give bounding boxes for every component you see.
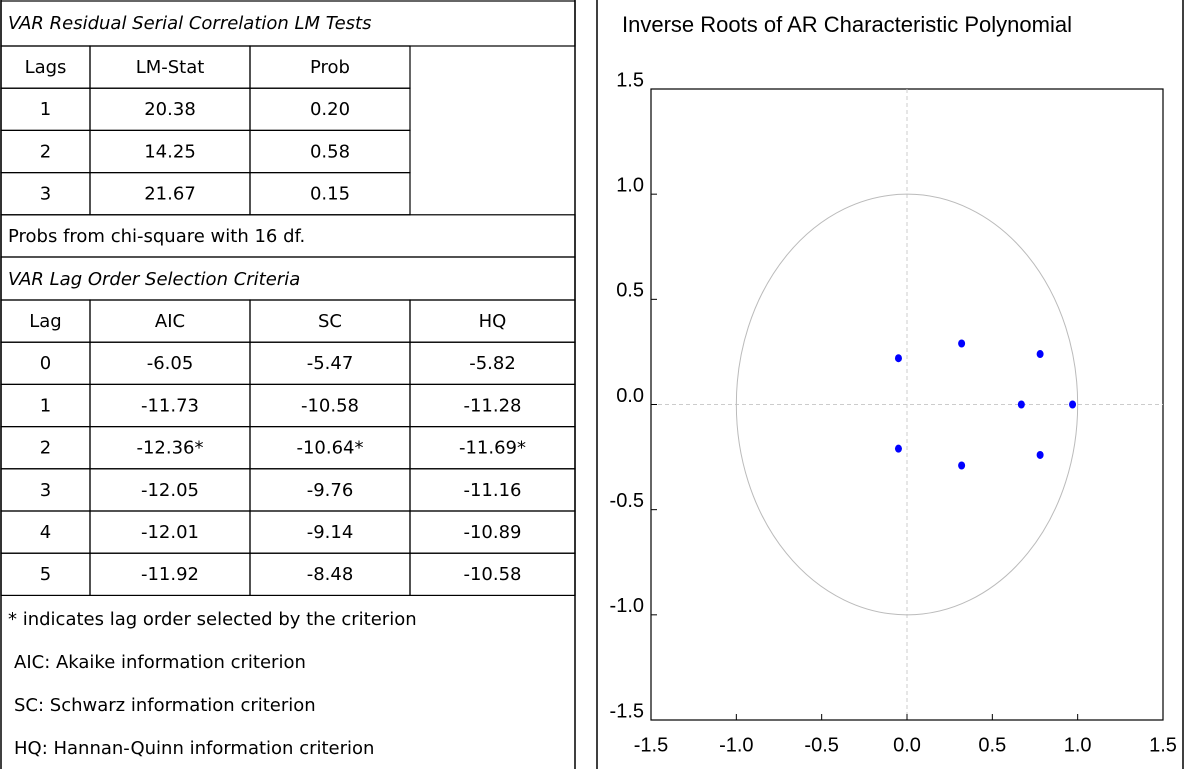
table-cell-text: -12.36* [136, 438, 203, 459]
y-tick-label: 1.5 [616, 69, 644, 91]
table-cell-text: -11.69* [459, 438, 526, 459]
table-cell-text: -9.14 [307, 522, 354, 543]
table-cell-text: 4 [40, 522, 51, 543]
table-note: SC: Schwarz information criterion [14, 695, 316, 716]
column-header: Prob [310, 57, 350, 78]
y-tick-label: 0.5 [616, 280, 644, 302]
column-header: HQ [479, 311, 507, 332]
table-note: Probs from chi-square with 16 df. [8, 226, 305, 247]
table-cell-text: -10.89 [463, 522, 521, 543]
root-point [1036, 350, 1044, 359]
table-cell-text: -6.05 [147, 353, 194, 374]
table-cell-text: 5 [40, 564, 51, 585]
x-tick-label: 1.0 [1064, 734, 1092, 756]
table-cell-text: 1 [40, 395, 51, 416]
table-note: * indicates lag order selected by the cr… [8, 609, 417, 630]
table-title: VAR Residual Serial Correlation LM Tests [8, 13, 371, 34]
table-title: VAR Lag Order Selection Criteria [8, 269, 300, 290]
table-cell [409, 552, 576, 597]
table-cell-text: -5.82 [469, 353, 516, 374]
y-tick-label: -0.5 [610, 490, 644, 512]
root-point [894, 444, 902, 453]
x-tick-label: -1.5 [634, 734, 668, 756]
y-tick-label: -1.5 [610, 700, 644, 722]
root-point [1017, 400, 1025, 409]
root-point [1069, 400, 1077, 409]
root-point [1036, 450, 1044, 459]
table-cell-text: -9.76 [307, 480, 354, 501]
y-tick-label: 1.0 [616, 174, 644, 196]
column-header: LM-Stat [136, 57, 205, 78]
table-cell-text: 3 [40, 480, 51, 501]
x-tick-label: -0.5 [804, 734, 838, 756]
x-tick-label: -1.0 [719, 734, 753, 756]
root-point [894, 354, 902, 363]
table-cell-text: -5.47 [307, 353, 354, 374]
table-cell-text: 0.58 [310, 141, 350, 162]
table-cell-text: 1 [40, 99, 51, 120]
table-cell-text: -11.28 [463, 395, 521, 416]
table-cell-text: -12.01 [141, 522, 199, 543]
table-cell-text: 2 [40, 438, 51, 459]
table-note: AIC: Akaike information criterion [14, 652, 306, 673]
table-cell-text: 0.15 [310, 184, 350, 205]
table-cell-text: 20.38 [144, 99, 196, 120]
table-cell-text: -8.48 [307, 564, 354, 585]
table-cell-text: -11.92 [141, 564, 199, 585]
root-point [958, 461, 966, 470]
x-tick-label: 0.0 [893, 734, 921, 756]
root-point [958, 339, 966, 348]
table-cell-text: 14.25 [144, 141, 196, 162]
column-header: Lags [25, 57, 67, 78]
column-header: AIC [155, 311, 185, 332]
table-cell-text: -10.58 [301, 395, 359, 416]
table-note: HQ: Hannan-Quinn information criterion [14, 738, 374, 759]
table-cell-text: -12.05 [141, 480, 199, 501]
y-tick-label: 0.0 [616, 385, 644, 407]
y-tick-label: -1.0 [610, 595, 644, 617]
chart: Inverse Roots of AR Characteristic Polyn… [610, 12, 1177, 756]
chart-title: Inverse Roots of AR Characteristic Polyn… [622, 12, 1072, 37]
table-cell-text: 0.20 [310, 99, 350, 120]
x-tick-label: 1.5 [1149, 734, 1177, 756]
table-cell-text: -10.64* [296, 438, 363, 459]
table-cell-text: -11.16 [463, 480, 521, 501]
table-cell-text: 2 [40, 141, 51, 162]
x-tick-label: 0.5 [978, 734, 1006, 756]
column-header: SC [318, 311, 342, 332]
table-cell-text: 21.67 [144, 184, 196, 205]
column-header: Lag [29, 311, 61, 332]
table-cell-text: -10.58 [463, 564, 521, 585]
unit-circle [735, 193, 1079, 616]
table-cell-text: 0 [40, 353, 51, 374]
table-cell-text: -11.73 [141, 395, 199, 416]
table-cell-text: 3 [40, 184, 51, 205]
